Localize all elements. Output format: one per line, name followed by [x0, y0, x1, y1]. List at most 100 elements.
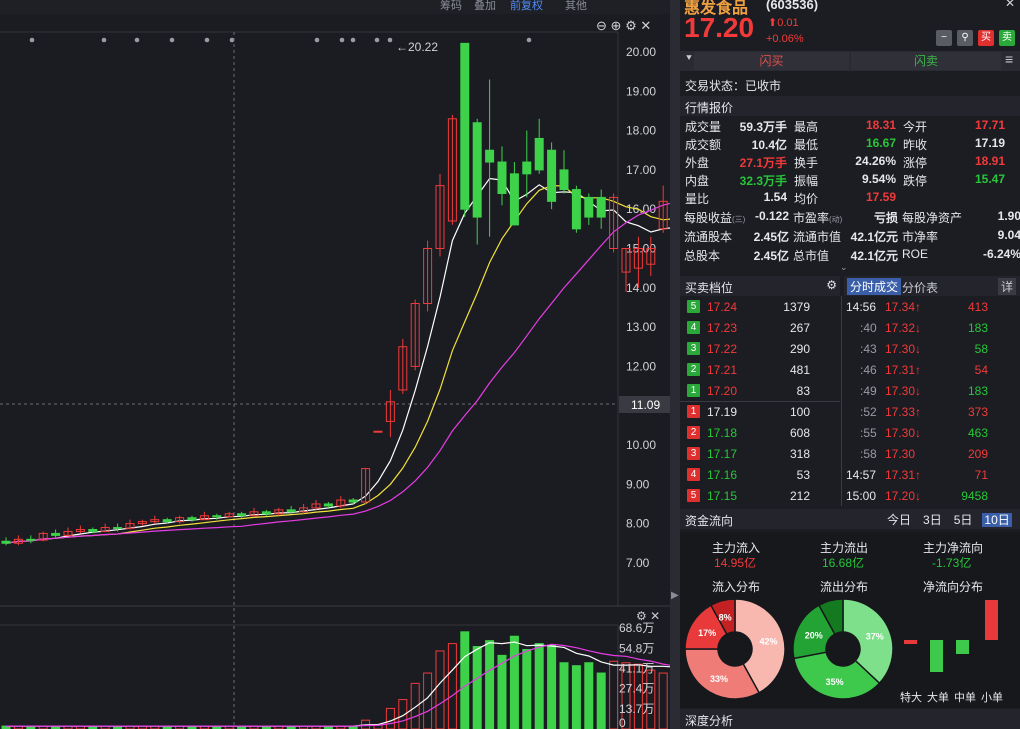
candle-body	[113, 527, 123, 530]
price-tick-label: 9.00	[626, 477, 650, 491]
candle-body	[38, 532, 48, 541]
candle-body	[497, 161, 507, 194]
gear-icon[interactable]: ⚙	[625, 18, 637, 33]
buy-button[interactable]: 买	[978, 30, 994, 46]
fundamental-sublabel: (三)	[732, 215, 746, 224]
kline-chart[interactable]: 20.0019.0018.0017.0016.0015.0014.0013.00…	[0, 0, 670, 729]
candle-body	[658, 200, 668, 230]
event-dot	[169, 37, 175, 43]
zoom-in-icon[interactable]: ⊕	[610, 18, 622, 33]
overlay-button[interactable]: 叠加	[474, 0, 496, 12]
fundamental-value: 2.45亿	[753, 249, 789, 263]
close-icon[interactable]: ✕	[1005, 0, 1016, 10]
quote-label: 今开	[903, 120, 928, 134]
candle-body	[162, 519, 172, 523]
ask-level-badge: 4	[687, 321, 700, 334]
quote-section-title: 行情报价	[680, 96, 1020, 116]
period-tab[interactable]: 今日	[887, 513, 912, 527]
tick-time: 15:00	[846, 489, 877, 503]
candle-body	[323, 503, 333, 507]
net-flow-label: 大单	[927, 690, 949, 704]
candle-body	[299, 507, 309, 513]
candle-body	[373, 430, 383, 433]
net-flow-bar	[956, 640, 969, 654]
collapse-arrow-icon[interactable]: ▶	[671, 590, 679, 601]
price-tick-label: 12.00	[626, 359, 656, 373]
bid-level-badge: 5	[687, 489, 700, 502]
candle-body	[175, 517, 185, 523]
fundamental-value: 42.1亿元	[850, 249, 898, 263]
inflow-dist-label: 流入分布	[712, 580, 761, 594]
event-dot	[101, 37, 107, 43]
flash-buy-button[interactable]: 闪买	[694, 52, 849, 70]
period-tab[interactable]: 5日	[953, 513, 973, 527]
candle-body	[150, 519, 160, 523]
candle-body	[13, 538, 23, 544]
menu-icon[interactable]: ≡	[1005, 51, 1014, 67]
quote-label: 成交额	[685, 138, 722, 152]
quote-label: 跌停	[903, 174, 928, 188]
detail-button[interactable]: 详	[998, 278, 1017, 295]
tick-time: 14:57	[846, 468, 877, 482]
tick-volume: 9458	[961, 489, 988, 503]
flash-sell-button[interactable]: 闪卖	[851, 52, 1001, 70]
net-flow-label: 特大	[900, 690, 922, 704]
quote-value: 10.4亿	[751, 138, 787, 152]
tick-volume: 71	[974, 468, 988, 482]
volume-tick-label: 27.4万	[619, 682, 654, 696]
close-icon[interactable]: ✕	[640, 18, 652, 33]
orderbook-title: 买卖档位 ⚙	[680, 276, 840, 296]
quote-label: 振幅	[794, 174, 819, 188]
chevron-down-icon[interactable]: ⯆	[685, 53, 693, 64]
quote-label: 最高	[794, 120, 819, 134]
tab-price-table[interactable]: 分价表	[902, 281, 939, 295]
volume-bar	[435, 650, 445, 729]
zoom-out-icon[interactable]: ⊖	[596, 18, 607, 33]
ask-price: 17.21	[707, 363, 738, 377]
tick-time: :49	[860, 384, 877, 398]
candle-body	[100, 527, 110, 532]
candle-body	[1, 540, 11, 544]
adjust-button[interactable]: 前复权	[510, 0, 543, 12]
tick-time: :55	[860, 426, 877, 440]
other-button[interactable]: 其他	[565, 0, 587, 12]
period-tab[interactable]: 3日	[923, 513, 942, 527]
orderbook-divider	[680, 401, 840, 402]
candle-body	[522, 161, 532, 175]
volume-bar	[497, 654, 507, 729]
volume-bar	[509, 635, 519, 729]
main-inflow-value: 14.95亿	[714, 556, 757, 570]
bell-icon[interactable]: ⚲	[957, 30, 973, 46]
quote-value: 18.31	[865, 118, 896, 132]
quote-value: 17.19	[974, 136, 1005, 150]
inflow-pie-pct: 42%	[759, 637, 777, 647]
sell-button[interactable]: 卖	[999, 30, 1015, 46]
volume-bar	[472, 646, 482, 729]
capital-flow-body: 主力流入 14.95亿 主力流出 16.68亿 主力净流向 -1.73亿 流入分…	[680, 532, 1020, 708]
candle-body	[509, 173, 519, 226]
panel-divider[interactable]: ▶	[670, 0, 680, 729]
tab-time-sales[interactable]: 分时成交	[847, 278, 902, 295]
volume-tick-label: 0	[619, 716, 626, 729]
fundamental-label: 总股本	[684, 249, 721, 263]
bid-volume: 53	[796, 468, 810, 482]
expand-icon[interactable]: ⌄	[840, 262, 848, 272]
minus-icon[interactable]: −	[936, 30, 952, 46]
chip-button[interactable]: 筹码	[440, 0, 462, 12]
fundamental-sublabel: (动)	[829, 215, 843, 224]
candle-body	[212, 515, 222, 518]
gear-icon[interactable]: ⚙	[826, 278, 837, 292]
book-ticks-divider	[841, 296, 842, 506]
candle-body	[51, 532, 61, 536]
price-area-bg	[0, 32, 670, 606]
period-tab[interactable]: 10日	[982, 513, 1012, 527]
net-flow-label: 中单	[954, 691, 976, 704]
kline-panel[interactable]: 筹码 叠加 前复权 其他 ⊖ ⊕ ⚙ ✕ 20.00 19.00 18.00 17.0…	[0, 0, 670, 729]
main-inflow-label: 主力流入	[712, 541, 761, 555]
stock-code: (603536)	[766, 0, 819, 12]
fundamental-label: 每股收益(三)	[684, 211, 746, 225]
candle-body	[534, 137, 544, 171]
tick-price: 17.20↓	[885, 489, 922, 503]
ask-level-badge: 5	[687, 300, 700, 313]
ask-price: 17.20	[707, 384, 738, 398]
